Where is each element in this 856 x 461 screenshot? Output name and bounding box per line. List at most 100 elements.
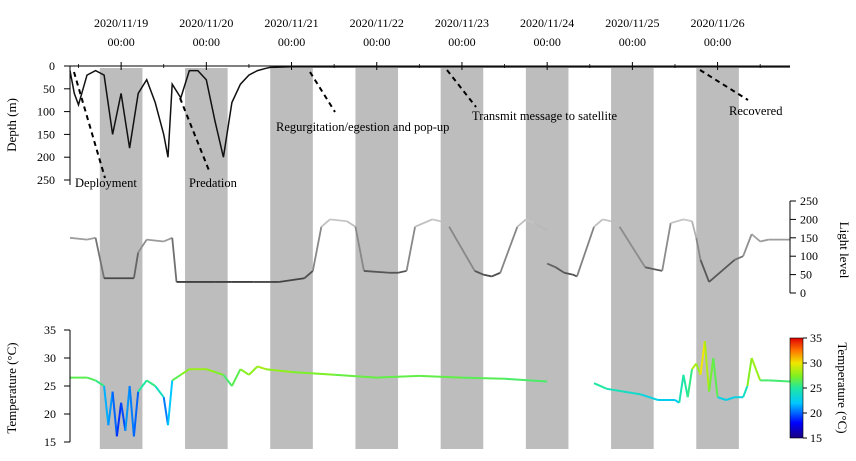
temperature-segment-1 [214,371,224,376]
depth-tick-label-200: 200 [37,150,55,164]
popup-leader-line [309,71,336,113]
light-segment-1 [278,277,305,283]
predation-leader-line [179,97,211,174]
temperature-segment-1 [146,379,156,387]
recovered-label: Recovered [729,104,783,118]
light-segment-2 [618,226,646,268]
temperature-segment-1 [257,365,267,371]
temperature-segment-1 [154,385,165,398]
light-segment-1 [448,226,476,272]
night-band-2 [185,68,228,449]
temperature-segment-2 [703,341,711,392]
light-segment-2 [734,255,744,261]
time-label-4: 00:00 [363,35,390,49]
light-segment-2 [695,237,702,261]
temperature-segment-1 [206,368,216,373]
light-segment-2 [699,259,710,283]
transmit-label: Transmit message to satellite [472,109,617,123]
temperature-tick-label-20: 20 [44,407,56,421]
night-band-8 [696,68,739,449]
light-segment-2 [593,218,604,228]
light-segment-2 [742,233,753,257]
light-segment-1 [525,218,535,224]
temperature-segment-2 [606,387,625,393]
temperature-segment-2 [712,357,719,398]
depth-y-axis: 0 50 100 150 200 250 [37,59,71,187]
light-segment-1 [474,270,484,276]
temperature-tick-label-15: 15 [44,435,56,449]
temperature-segment-1 [291,371,335,376]
light-segment-2 [576,226,595,277]
temperature-segment-2 [686,369,694,398]
colorbar-tick-label-30: 30 [810,356,822,370]
temperature-segment-2 [742,385,749,398]
light-segment-1 [94,237,105,279]
temperature-segment-1 [103,385,110,426]
light-segment-1 [440,220,450,228]
temperature-segment-2 [678,374,685,403]
light-segment-1 [303,270,314,279]
temperature-tick-label-25: 25 [44,379,56,393]
depth-tick-label-150: 150 [37,127,55,141]
time-label-6: 00:00 [533,35,560,49]
depth-tick-label-50: 50 [43,82,55,96]
temperature-segment-1 [115,402,123,437]
recovered-leader-line [699,69,749,101]
temperature-segment-2 [768,379,791,383]
depth-series [69,66,790,158]
colorbar-title: Temperature (°C) [835,342,850,433]
date-label-8: 2020/11/26 [690,16,744,30]
temperature-segment-1 [86,376,96,382]
temperature-segment-1 [124,385,131,431]
temperature-segment-1 [461,376,505,380]
light-segment-1 [397,270,407,274]
light-segment-2 [555,266,565,274]
temperature-segment-1 [132,391,140,437]
night-band-7 [611,68,654,449]
light-segment-1 [483,273,492,278]
light-segment-2 [546,262,557,269]
light-segment-2 [653,268,663,272]
time-label-3: 00:00 [278,35,305,49]
light-segment-1 [137,239,148,254]
light-tick-label-200: 200 [800,212,818,226]
temperature-segment-1 [376,374,420,379]
colorbar-tick-label-15: 15 [810,431,822,445]
depth-tick-label-0: 0 [49,59,55,73]
light-segment-1 [363,270,390,274]
night-band-1 [99,68,143,449]
light-segment-1 [311,226,323,272]
light-segment-1 [405,226,416,272]
time-label-2: 00:00 [193,35,220,49]
light-segment-1 [414,218,433,228]
deployment-label: Deployment [75,176,137,190]
date-label-2: 2020/11/20 [179,16,233,30]
temperature-tick-label-30: 30 [44,351,56,365]
temperature-segment-2 [682,374,689,398]
temperature-segment-1 [120,402,127,431]
temperature-segment-1 [171,373,182,382]
light-segment-1 [499,226,519,274]
temperature-series [70,341,791,437]
light-segment-1 [86,236,96,241]
temperature-segment-1 [111,391,118,437]
colorbar-ticks: 15 20 25 30 35 [803,331,822,445]
light-segment-1 [533,222,548,232]
predation-label: Predation [189,176,238,190]
light-axis-title: Light level [837,222,852,279]
time-label-7: 00:00 [619,35,646,49]
light-segment-1 [491,271,501,278]
deployment-leader-line [73,71,106,179]
light-segment-1 [163,236,173,243]
colorbar [789,337,804,439]
light-segment-1 [346,220,356,228]
depth-line-1 [69,66,790,158]
light-segment-2 [708,259,736,283]
depth-tick-label-100: 100 [37,105,55,119]
temperature-tick-label-35: 35 [44,323,56,337]
time-label-1: 00:00 [107,35,134,49]
temperature-segment-2 [708,357,715,392]
date-label-6: 2020/11/24 [520,16,574,30]
date-label-1: 2020/11/19 [94,16,148,30]
